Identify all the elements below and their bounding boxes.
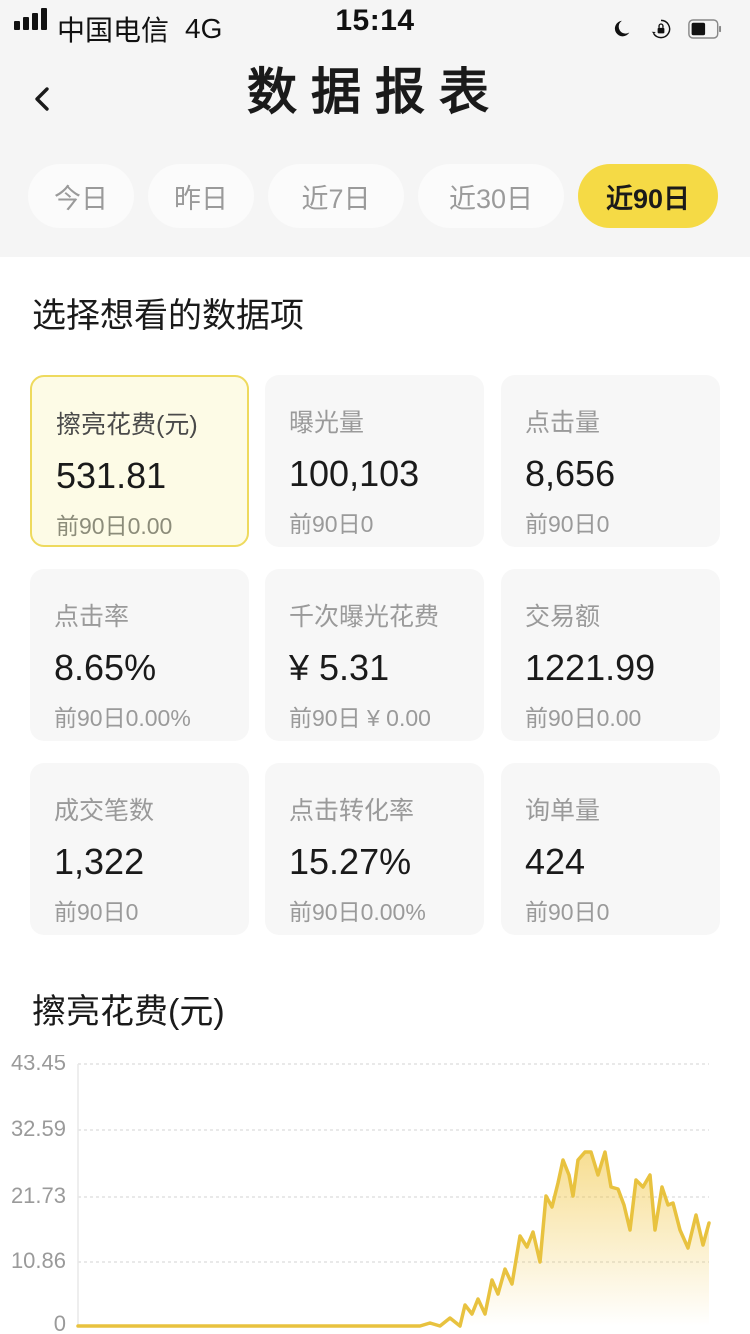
svg-text:0: 0 [54, 1311, 66, 1334]
svg-text:43.45: 43.45 [11, 1055, 66, 1075]
svg-text:10.86: 10.86 [11, 1248, 66, 1273]
svg-text:32.59: 32.59 [11, 1116, 66, 1141]
svg-text:21.73: 21.73 [11, 1183, 66, 1208]
